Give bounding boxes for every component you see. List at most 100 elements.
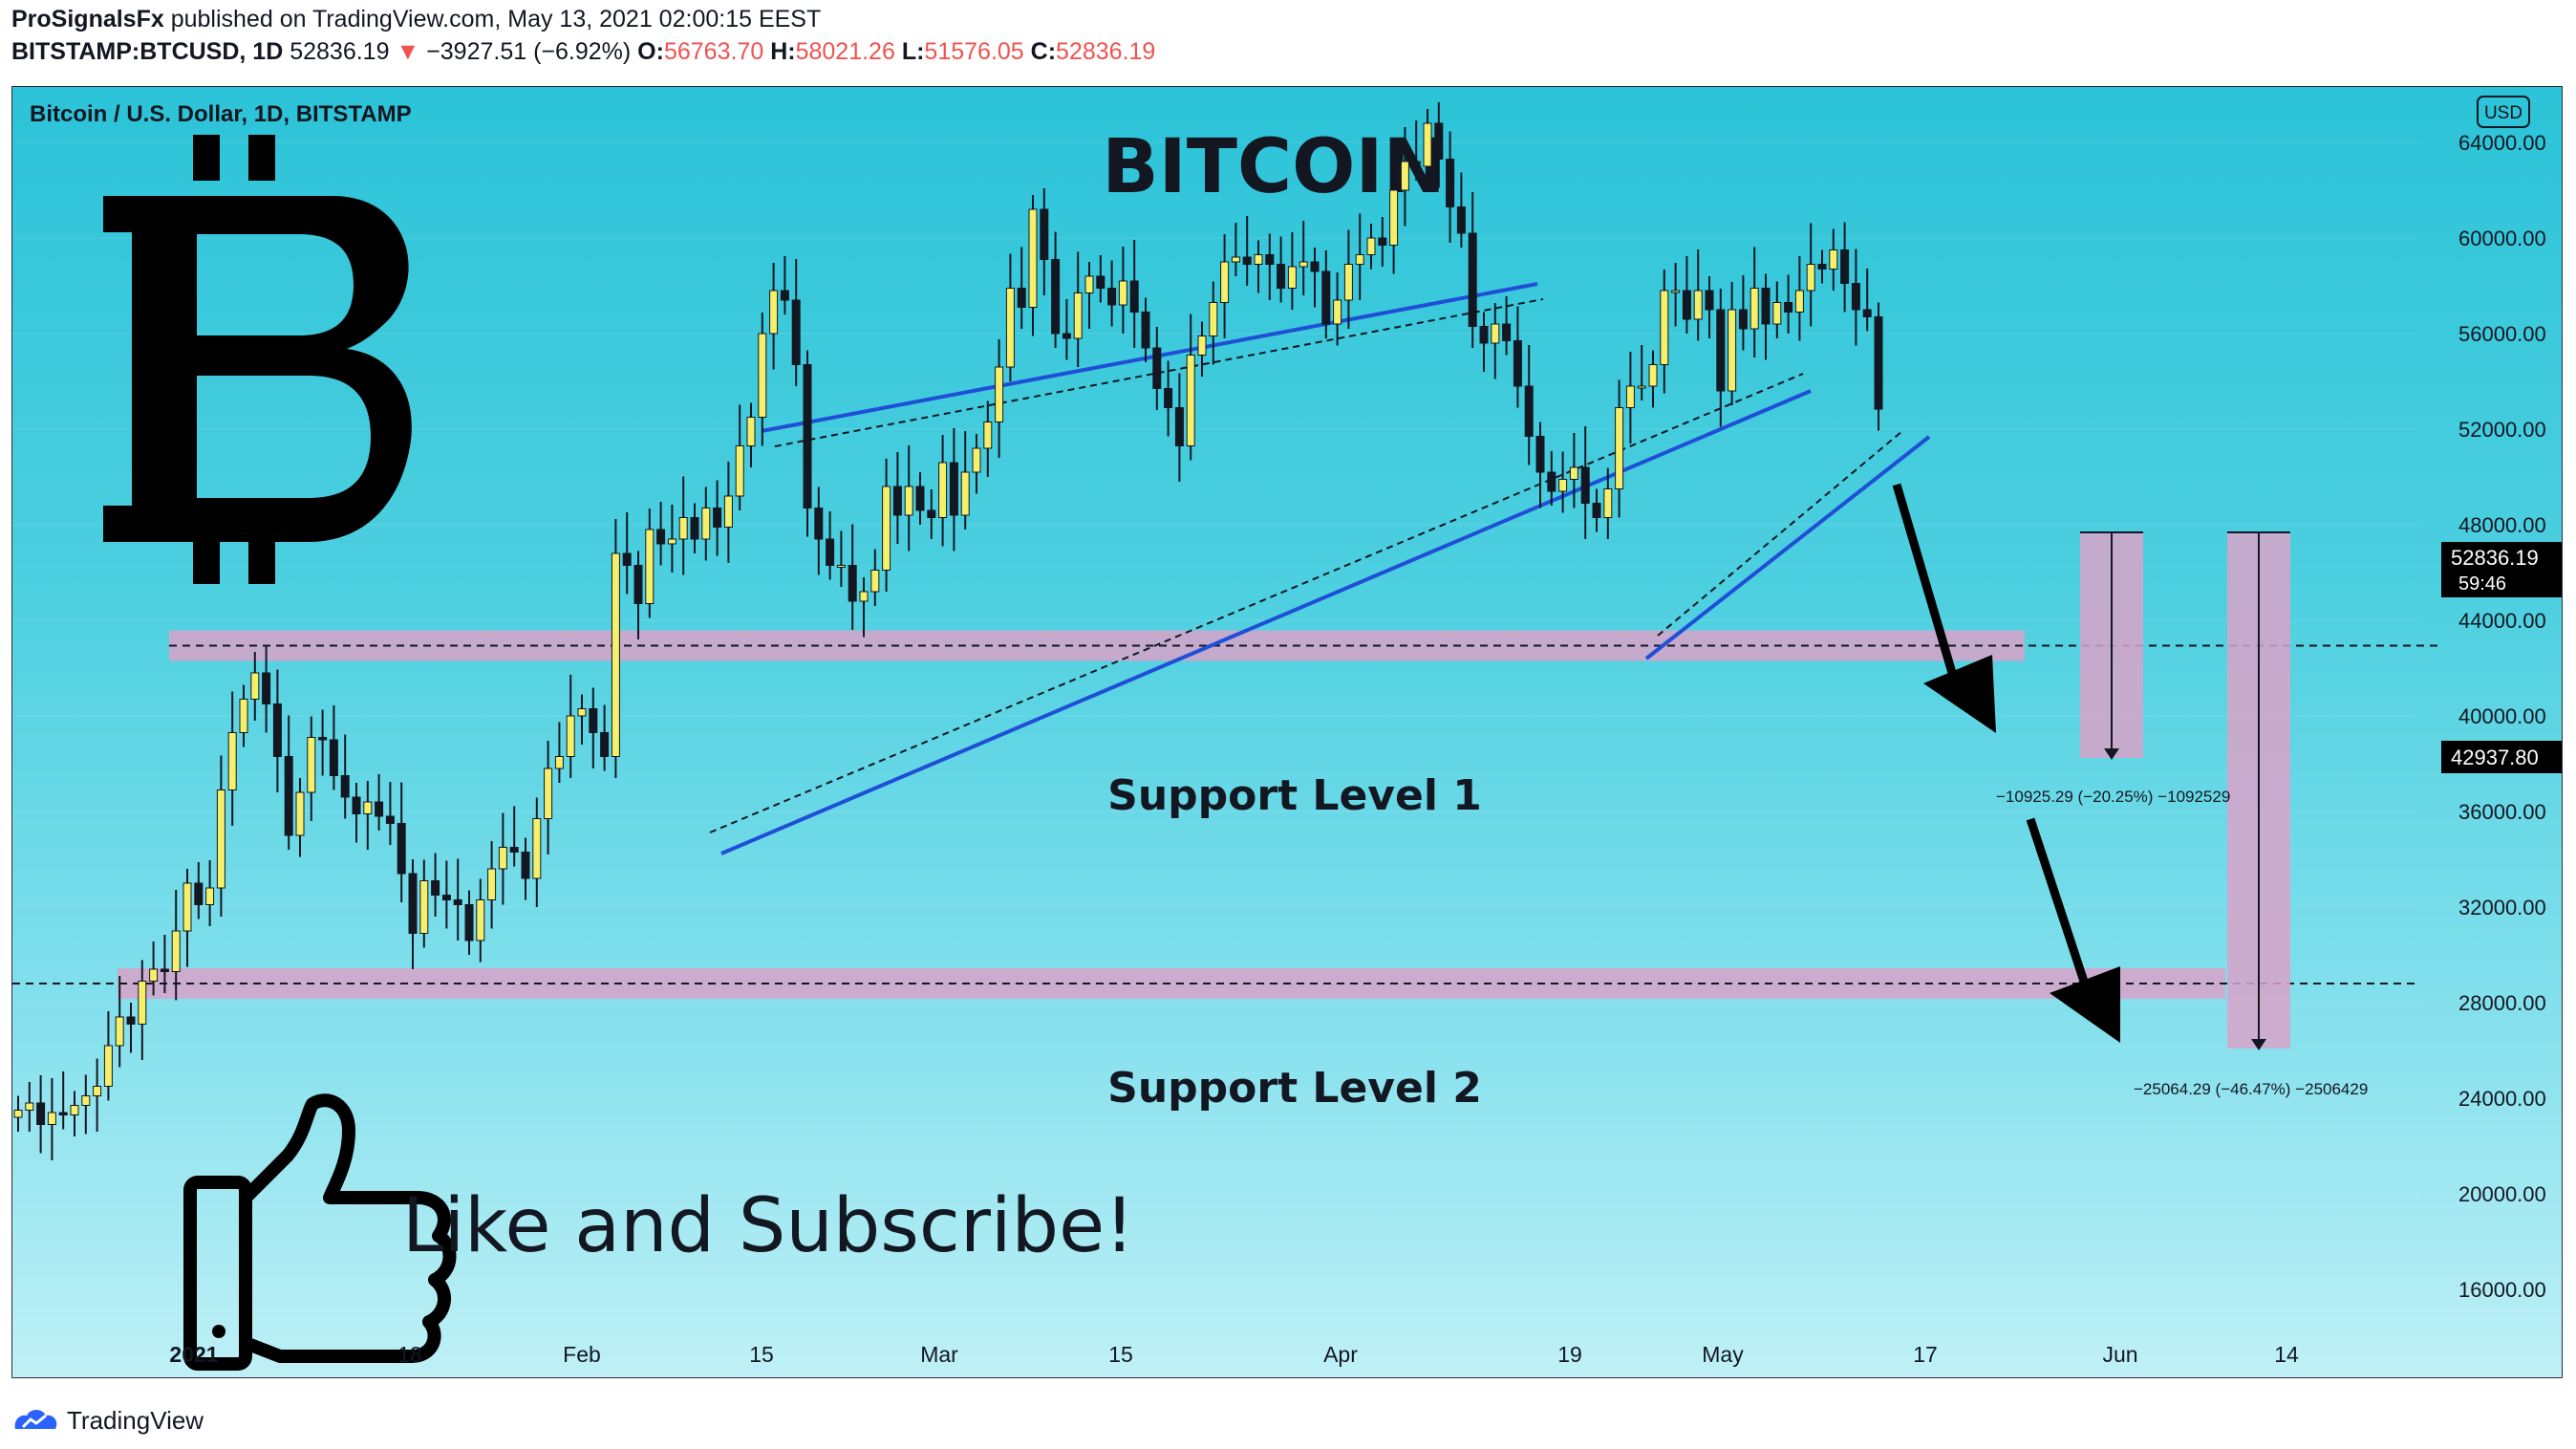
- candle: [1265, 254, 1275, 265]
- candle: [1502, 323, 1512, 341]
- candle: [803, 364, 812, 508]
- bitcoin-logo: [103, 135, 412, 584]
- candle: [1040, 208, 1049, 260]
- candle: [1310, 261, 1320, 272]
- candle: [1287, 266, 1297, 289]
- footer: TradingView: [11, 1401, 204, 1439]
- candle: [1648, 364, 1658, 387]
- candle: [1547, 471, 1556, 492]
- candle: [498, 847, 507, 870]
- price-axis[interactable]: 72000.0068000.0064000.0060000.0056000.00…: [2458, 87, 2546, 1302]
- candle: [1321, 270, 1331, 325]
- candle: [521, 852, 530, 879]
- candle: [419, 880, 429, 934]
- change-value: −3927.51 (−6.92%): [426, 38, 632, 65]
- chart-canvas[interactable]: Bitcoin / U.S. Dollar, 1D, BITSTAMP BITC…: [12, 87, 2563, 1378]
- candle: [611, 552, 620, 757]
- candle: [1073, 292, 1083, 339]
- candle: [1862, 309, 1872, 317]
- support-level-1-label: Support Level 1: [1107, 771, 1482, 820]
- last-price-tag-text: 52836.19: [2451, 546, 2539, 570]
- candle: [1141, 312, 1150, 349]
- candle: [1174, 407, 1184, 446]
- candle: [1197, 335, 1207, 356]
- candle: [1513, 340, 1522, 387]
- candle: [1682, 290, 1691, 320]
- candle: [1840, 249, 1850, 284]
- candle: [1355, 254, 1364, 265]
- candle: [250, 672, 260, 700]
- candle: [103, 1045, 113, 1087]
- chart-frame[interactable]: Bitcoin / U.S. Dollar, 1D, BITSTAMP BITC…: [11, 86, 2563, 1378]
- candle: [375, 801, 384, 817]
- candle: [882, 486, 891, 571]
- candle: [1693, 290, 1703, 320]
- channel-upper-line[interactable]: [761, 282, 1538, 433]
- candle: [453, 899, 462, 905]
- low-label: L:: [901, 38, 925, 65]
- candle: [927, 509, 936, 518]
- close-label: C:: [1030, 38, 1057, 65]
- price-tick-label: 24000.00: [2458, 1087, 2546, 1111]
- price-tick-label: 20000.00: [2458, 1182, 2546, 1206]
- candle: [318, 737, 328, 741]
- candle: [138, 981, 147, 1025]
- candle: [126, 1016, 136, 1025]
- price-tick-label: 32000.00: [2458, 896, 2546, 919]
- candle: [1750, 288, 1759, 330]
- candle: [532, 818, 542, 879]
- ohlc-legend: BITSTAMP:BTCUSD, 1D 52836.19 ▼ −3927.51 …: [11, 38, 1155, 66]
- candle: [205, 887, 215, 905]
- candle: [1580, 466, 1590, 504]
- wedge-dashed-line[interactable]: [1657, 430, 1903, 637]
- channel-lower-line[interactable]: [720, 389, 1812, 855]
- candle: [1343, 264, 1353, 301]
- last-price: 52836.19: [290, 38, 390, 65]
- candle: [1615, 407, 1624, 489]
- candle: [667, 538, 676, 545]
- currency-badge[interactable]: USD: [2477, 96, 2530, 128]
- candle: [47, 1112, 56, 1125]
- candle: [1705, 290, 1714, 311]
- candle: [1772, 302, 1782, 325]
- close-value: 52836.19: [1056, 38, 1156, 65]
- wedge-lower-line[interactable]: [1644, 435, 1931, 660]
- candle: [1017, 288, 1026, 308]
- candle: [93, 1086, 102, 1096]
- candle: [791, 299, 801, 365]
- open-value: 56763.70: [663, 38, 764, 65]
- publisher-name[interactable]: ProSignalsFx: [11, 6, 164, 32]
- trend-lines[interactable]: [709, 282, 1931, 855]
- support-zones: [12, 630, 2441, 999]
- candle: [1423, 122, 1432, 167]
- price-tick-label: 28000.00: [2458, 991, 2546, 1015]
- time-axis[interactable]: 2021 18 Feb 15 Mar 15 Apr 19 May 17 Jun 14: [169, 1342, 2299, 1367]
- time-tick-label: 14: [2274, 1342, 2299, 1367]
- candle: [340, 775, 350, 798]
- candle: [160, 968, 169, 972]
- candle: [960, 471, 970, 516]
- channel-lower-dashed[interactable]: [709, 373, 1804, 833]
- footer-brand[interactable]: TradingView: [67, 1405, 204, 1435]
- candle: [1637, 385, 1646, 389]
- candle: [1209, 302, 1218, 336]
- candle: [690, 517, 699, 540]
- candle: [1728, 309, 1737, 392]
- candle: [1118, 280, 1127, 306]
- price-tick-label: 56000.00: [2458, 322, 2546, 346]
- candle: [633, 565, 643, 604]
- candle: [1479, 326, 1489, 344]
- candle: [723, 495, 733, 528]
- instrument-label: Bitcoin / U.S. Dollar, 1D, BITSTAMP: [30, 101, 412, 127]
- candle: [1152, 347, 1162, 389]
- candle: [1784, 302, 1793, 313]
- candle: [36, 1102, 46, 1125]
- candle: [758, 333, 767, 418]
- candle: [1761, 288, 1771, 325]
- chart-title: BITCOIN: [1102, 124, 1446, 210]
- candle: [678, 517, 688, 540]
- candle: [938, 462, 948, 518]
- candle: [1716, 309, 1726, 392]
- last-price-tag: 52836.19 59:46: [2441, 542, 2562, 597]
- thumbs-up-icon: [183, 1093, 457, 1371]
